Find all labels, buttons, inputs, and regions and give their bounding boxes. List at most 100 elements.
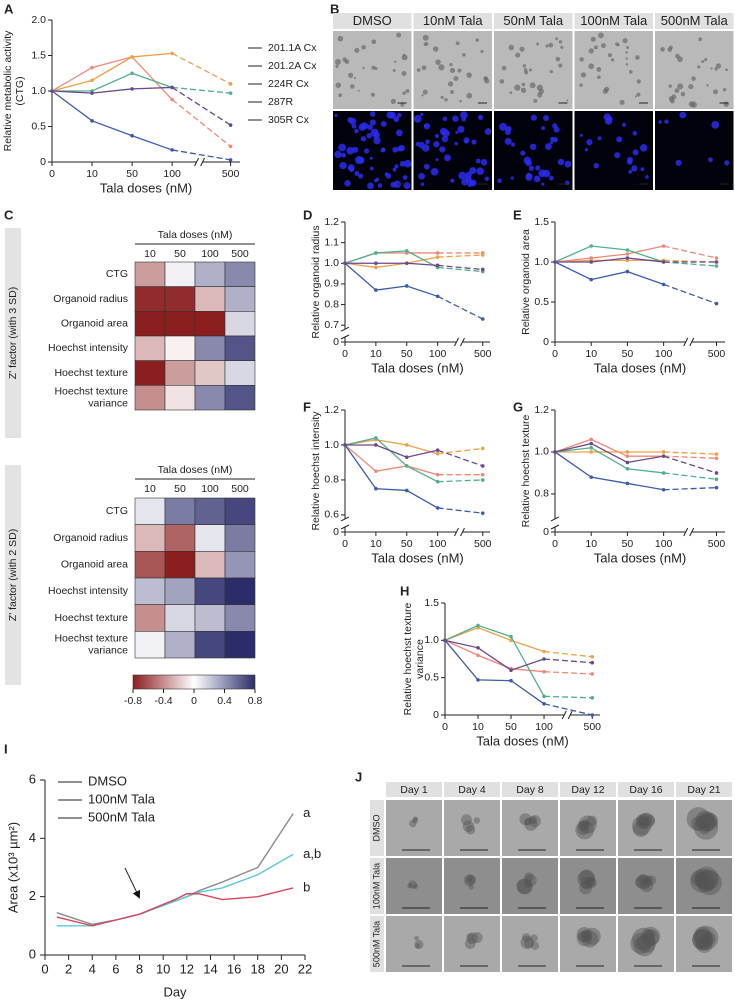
organoid	[578, 815, 597, 834]
y-axis-label: Relative hoechst intensity	[310, 411, 322, 531]
organoid	[622, 38, 628, 44]
organoid	[637, 874, 649, 886]
nucleus	[347, 117, 353, 123]
legend-label: 100nM Tala	[88, 791, 156, 806]
nucleus	[344, 180, 351, 187]
nucleus	[441, 135, 449, 143]
nucleus	[530, 114, 537, 121]
x-tick-label: 50	[505, 721, 517, 733]
organoid	[516, 878, 533, 895]
organoid	[335, 64, 339, 68]
organoid	[692, 929, 714, 951]
axis-break	[340, 326, 350, 332]
column-label: 10nM Tala	[423, 13, 484, 28]
heatmap-cell	[134, 360, 166, 386]
organoid-image	[502, 916, 558, 972]
nucleus	[403, 159, 412, 168]
organoid	[576, 927, 593, 943]
data-point	[590, 672, 595, 676]
nucleus	[499, 122, 508, 131]
organoid	[686, 807, 711, 831]
organoid	[691, 76, 696, 81]
x-tick-label: 100	[655, 538, 673, 550]
organoid	[361, 44, 366, 50]
organoid	[629, 70, 633, 74]
row-header-bg	[370, 858, 384, 914]
nucleus	[415, 141, 421, 147]
data-point	[404, 261, 409, 266]
heatmap-cell	[194, 286, 226, 312]
y-tick-label: 0.8	[534, 488, 549, 500]
organoid	[669, 98, 675, 104]
organoid	[699, 812, 719, 832]
y-tick-label: 1.0	[31, 85, 46, 97]
organoid	[438, 64, 445, 71]
organoid-image	[502, 858, 558, 914]
heatmap-cell	[194, 497, 226, 525]
x-tick-label: 500	[474, 348, 492, 360]
y-tick-label: 1.0	[534, 446, 549, 458]
y-tick-label: 0	[333, 336, 339, 348]
heatmap-cell	[224, 524, 256, 552]
data-point	[714, 471, 719, 475]
series-line-dashed	[663, 245, 717, 259]
data-point	[435, 255, 440, 259]
x-tick-label: 16	[227, 961, 241, 976]
data-point	[476, 653, 480, 658]
data-point	[480, 267, 485, 272]
x-axis-label: Tala doses (nM)	[371, 550, 463, 565]
series-line	[345, 262, 438, 266]
organoid	[342, 57, 347, 62]
nucleus	[564, 160, 572, 168]
heatmap-cell	[134, 286, 166, 312]
organoid-image	[676, 800, 732, 856]
organoid	[514, 84, 521, 91]
data-point	[625, 450, 630, 454]
column-header-bg	[494, 13, 573, 29]
series-line	[344, 256, 438, 269]
organoid	[693, 815, 719, 840]
row-header-bg	[370, 800, 384, 856]
column-header-bg	[560, 782, 616, 797]
organoid	[586, 877, 597, 889]
nucleus	[461, 117, 467, 122]
series-line	[554, 442, 664, 464]
nucleus	[357, 156, 365, 164]
data-point	[542, 649, 546, 654]
nucleus	[391, 112, 395, 116]
organoid	[523, 818, 532, 826]
data-point	[589, 437, 594, 442]
nucleus	[347, 164, 355, 172]
organoid	[638, 813, 653, 827]
organoid	[402, 53, 406, 57]
x-tick-label: 500	[222, 168, 240, 180]
y-tick-label: 1.0	[424, 634, 439, 646]
nucleus	[334, 150, 342, 159]
heatmap-cell	[134, 551, 166, 579]
organoid	[467, 876, 473, 882]
nucleus	[394, 164, 399, 169]
nucleus	[420, 182, 425, 186]
organoid	[701, 931, 716, 946]
series-line-dashed	[663, 486, 717, 491]
heatmap-cell	[134, 311, 166, 337]
x-tick-label: 50	[622, 538, 634, 550]
nucleus	[632, 130, 638, 136]
column-header-bg	[574, 13, 653, 29]
organoid	[509, 91, 513, 95]
heatmap-cell	[164, 360, 196, 386]
organoid	[468, 884, 474, 890]
nucleus	[402, 175, 408, 181]
nucleus	[477, 114, 484, 121]
x-axis-label: Tala doses (nM)	[100, 180, 192, 195]
organoid	[691, 870, 708, 887]
heatmap-cell	[134, 631, 166, 659]
x-tick-label: 6	[112, 961, 119, 976]
organoid	[698, 934, 712, 948]
data-point	[714, 260, 719, 264]
data-point	[590, 713, 595, 717]
organoid	[641, 926, 661, 946]
organoid	[643, 875, 653, 885]
organoid	[530, 941, 540, 950]
organoid	[725, 68, 728, 72]
